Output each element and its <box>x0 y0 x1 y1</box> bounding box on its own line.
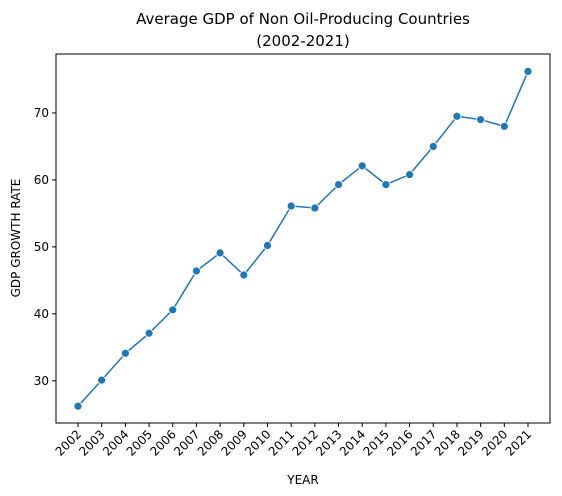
x-tick-label: 2011 <box>266 427 297 458</box>
chart-subtitle: (2002-2021) <box>256 32 349 50</box>
x-tick-label: 2005 <box>124 427 155 458</box>
data-point <box>357 161 367 171</box>
y-tick-label: 50 <box>34 240 49 254</box>
x-tick-label: 2003 <box>76 427 107 458</box>
x-tick-label: 2009 <box>218 427 249 458</box>
data-point <box>263 241 272 250</box>
y-tick-label: 70 <box>34 106 49 120</box>
data-point <box>97 375 107 385</box>
series-line <box>77 71 529 407</box>
data-point <box>405 170 414 179</box>
x-axis: 2002200320042005200620072008200920102011… <box>53 423 534 459</box>
x-tick-label: 2012 <box>289 427 320 458</box>
data-point <box>381 180 391 189</box>
x-tick-label: 2008 <box>195 427 226 458</box>
data-point <box>523 67 533 76</box>
x-tick-label: 2006 <box>147 427 178 458</box>
data-point <box>73 401 83 411</box>
data-point <box>168 305 178 315</box>
data-point <box>428 142 438 151</box>
data-point <box>215 248 225 258</box>
data-point <box>144 328 154 338</box>
y-axis: 30 40 50 60 70 <box>34 106 56 388</box>
x-tick-label: 2004 <box>100 427 131 458</box>
data-point <box>452 111 462 121</box>
y-tick-label: 60 <box>34 173 49 187</box>
y-axis-label: GDP GROWTH RATE <box>9 179 23 298</box>
x-tick-label: 2015 <box>361 427 392 458</box>
x-tick-label: 2013 <box>313 427 344 458</box>
data-point <box>192 266 201 276</box>
data-point <box>286 201 296 211</box>
x-tick-label: 2019 <box>455 427 486 458</box>
x-axis-label: YEAR <box>286 473 318 487</box>
y-tick-label: 40 <box>34 307 49 321</box>
x-tick-label: 2018 <box>432 427 463 458</box>
x-tick-label: 2016 <box>384 427 415 458</box>
data-point <box>239 270 249 280</box>
series-markers <box>73 67 533 411</box>
data-point <box>334 180 343 189</box>
chart-title: Average GDP of Non Oil-Producing Countri… <box>136 10 470 28</box>
x-tick-label: 2020 <box>479 427 510 458</box>
x-tick-label: 2010 <box>242 427 273 458</box>
x-tick-label: 2021 <box>503 427 534 458</box>
x-tick-label: 2007 <box>171 427 202 458</box>
data-point <box>310 203 320 213</box>
data-point <box>120 348 130 358</box>
x-tick-label: 2017 <box>408 427 439 458</box>
x-tick-label: 2014 <box>337 427 368 458</box>
x-tick-label: 2002 <box>53 427 84 458</box>
data-point <box>499 121 509 131</box>
data-point <box>476 115 486 125</box>
y-tick-label: 30 <box>34 374 49 388</box>
plot-area <box>55 53 551 424</box>
